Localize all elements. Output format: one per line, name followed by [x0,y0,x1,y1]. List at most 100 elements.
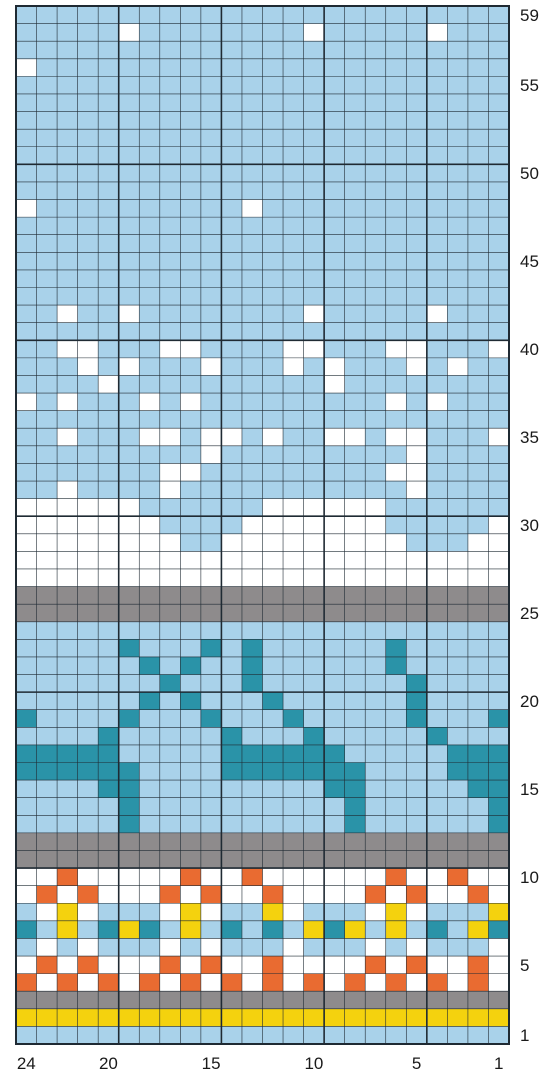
chart-cell [241,956,263,974]
chart-cell [118,181,140,200]
chart-cell [98,481,120,499]
chart-cell [324,481,345,499]
chart-cell [77,234,99,253]
chart-cell [324,674,345,693]
row-label: 15 [520,780,539,799]
chart-cell [98,41,120,60]
chart-cell [365,463,387,482]
chart-cell [241,586,263,605]
chart-cell [262,1026,284,1045]
chart-cell [200,199,222,218]
chart-cell [488,322,510,341]
chart-cell [365,393,387,411]
chart-cell [180,393,202,411]
chart-cell [467,58,489,77]
chart-cell [344,639,366,658]
chart-cell [57,58,78,77]
chart-cell [118,621,140,640]
chart-cell [324,973,345,992]
chart-cell [139,516,161,535]
chart-cell [303,568,325,587]
chart-cell [283,129,304,148]
chart-cell [324,269,345,288]
chart-cell [36,498,58,517]
chart-cell [241,41,263,60]
chart-cell [344,709,366,728]
chart-cell [98,375,120,394]
chart-cell [467,498,489,517]
chart-cell [447,568,469,587]
chart-cell [241,305,263,323]
chart-cell [467,709,489,728]
chart-cell [139,199,161,218]
chart-cell [324,428,345,447]
chart-cell [118,973,140,992]
chart-cell [283,146,304,165]
chart-cell [365,938,387,957]
chart-cell [159,129,181,148]
chart-cell [447,357,469,376]
chart-cell [57,76,78,95]
chart-cell [344,551,366,570]
chart-cell [406,287,428,306]
chart-cell [488,533,510,552]
chart-cell [365,780,387,798]
chart-cell [385,568,407,587]
chart-cell [426,305,448,323]
row-label: 35 [520,428,539,447]
chart-cell [447,885,469,904]
chart-cell [118,410,140,429]
chart-cell [488,780,510,798]
chart-cell [324,850,345,869]
column-label: 10 [304,1054,323,1073]
chart-cell [488,1008,510,1027]
chart-cell [57,744,78,763]
chart-cell [159,868,181,886]
chart-cell [385,340,407,359]
chart-cell [180,568,202,587]
chart-cell [77,956,99,974]
chart-cell [344,6,366,24]
chart-cell [365,410,387,429]
chart-cell [159,797,181,816]
chart-cell [77,199,99,218]
chart-cell [16,903,37,922]
chart-cell [180,551,202,570]
chart-cell [221,639,243,658]
chart-cell [57,991,78,1010]
chart-cell [447,410,469,429]
chart-cell [324,58,345,77]
chart-cell [385,744,407,763]
chart-cell [406,656,428,675]
chart-cell [488,357,510,376]
chart-cell [303,23,325,42]
chart-cell [241,357,263,376]
chart-cell [98,6,120,24]
chart-cell [241,1026,263,1045]
chart-cell [16,762,37,781]
chart-cell [426,991,448,1010]
chart-cell [303,6,325,24]
chart-cell [426,23,448,42]
chart-cell [221,393,243,411]
chart-cell [283,481,304,499]
chart-cell [118,111,140,130]
chart-cell [57,498,78,517]
chart-cell [488,463,510,482]
chart-cell [303,181,325,200]
chart-cell [262,516,284,535]
chart-cell [324,6,345,24]
chart-cell [488,129,510,148]
chart-cell [77,322,99,341]
chart-cell [283,217,304,236]
chart-cell [241,217,263,236]
chart-cell [467,568,489,587]
row-label: 30 [520,516,539,535]
chart-cell [324,23,345,42]
chart-cell [447,6,469,24]
chart-cell [344,973,366,992]
chart-cell [241,973,263,992]
chart-cell [262,463,284,482]
chart-cell [426,76,448,95]
chart-cell [200,956,222,974]
